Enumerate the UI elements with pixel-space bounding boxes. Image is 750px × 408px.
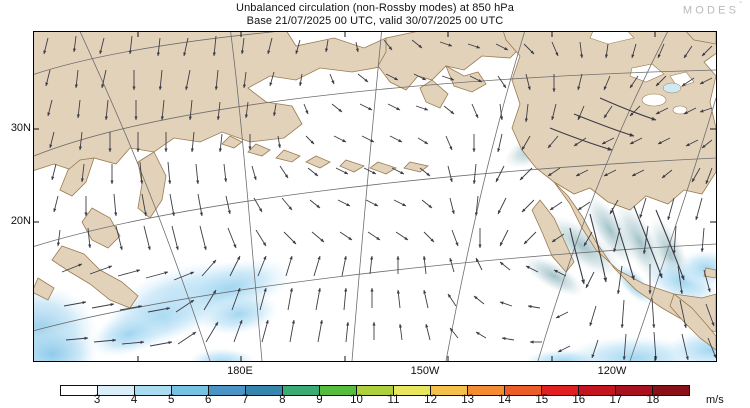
colorbar-cell-14 — [579, 386, 616, 395]
colorbar-cell-11 — [468, 386, 505, 395]
colorbar[interactable] — [60, 385, 690, 396]
colorbar-tick-9: 9 — [316, 394, 323, 406]
colorbar-tick-11: 11 — [387, 394, 400, 406]
colorbar-cell-15 — [616, 386, 653, 395]
colorbar-cell-4 — [209, 386, 246, 395]
colorbar-tick-4: 4 — [130, 394, 138, 406]
colorbar-tick-17: 17 — [609, 394, 623, 406]
x-axis-label-150w: 150W — [410, 365, 440, 377]
map-panel[interactable] — [33, 31, 717, 362]
colorbar-cell-1 — [98, 386, 135, 395]
colorbar-tick-8: 8 — [279, 394, 286, 406]
colorbar-tick-14: 14 — [498, 394, 512, 406]
x-axis-label-180e: 180E — [227, 365, 253, 377]
y-axis-label-30n: 30N — [10, 122, 31, 134]
map-canvas — [34, 32, 716, 361]
colorbar-cell-10 — [431, 386, 468, 395]
colorbar-unit-label: m/s — [706, 394, 724, 406]
colorbar-tick-labels: 3 4 5 6 7 8 9 10 11 12 13 14 15 16 17 18 — [60, 394, 690, 408]
title-line-primary: Unbalanced circulation (non-Rossby modes… — [236, 2, 514, 14]
colorbar-tick-3: 3 — [93, 394, 101, 406]
colorbar-tick-10: 10 — [350, 394, 363, 406]
graticule-layer — [34, 32, 716, 361]
modes-logo-mark: ° — [739, 0, 742, 8]
figure-title: Unbalanced circulation (non-Rossby modes… — [0, 2, 750, 28]
colorbar-cell-13 — [542, 386, 579, 395]
wind-streak-layer — [549, 97, 685, 285]
x-axis-label-120w: 120W — [597, 365, 627, 377]
colorbar-cell-8 — [357, 386, 394, 395]
axis-ticks — [34, 32, 716, 361]
colorbar-tick-6: 6 — [205, 394, 212, 406]
colorbar-tick-7: 7 — [242, 394, 249, 406]
title-line-secondary: Base 21/07/2025 00 UTC, valid 30/07/2025… — [246, 15, 504, 27]
colorbar-tick-18: 18 — [646, 394, 660, 406]
colorbar-tick-13: 13 — [461, 394, 475, 406]
modes-logo-text: MODES — [682, 4, 740, 17]
colorbar-tick-16: 16 — [572, 394, 586, 406]
colorbar-cell-3 — [172, 386, 209, 395]
colorbar-cell-7 — [320, 386, 357, 395]
y-axis-label-20n: 20N — [10, 215, 31, 227]
colorbar-tick-5: 5 — [167, 394, 175, 406]
colorbar-tick-15: 15 — [535, 394, 549, 406]
colorbar-cell-5 — [246, 386, 283, 395]
great-lakes — [662, 82, 682, 94]
colorbar-cell-12 — [505, 386, 542, 395]
colorbar-cell-2 — [135, 386, 172, 395]
colorbar-tick-12: 12 — [424, 394, 437, 406]
colorbar-cell-16 — [653, 386, 689, 395]
modes-logo: MODES° — [682, 0, 742, 17]
colorbar-cell-9 — [394, 386, 431, 395]
colorbar-cell-6 — [283, 386, 320, 395]
wind-vector-layer — [43, 35, 716, 361]
colorbar-cells — [60, 385, 690, 396]
colorbar-cell-0 — [61, 386, 98, 395]
